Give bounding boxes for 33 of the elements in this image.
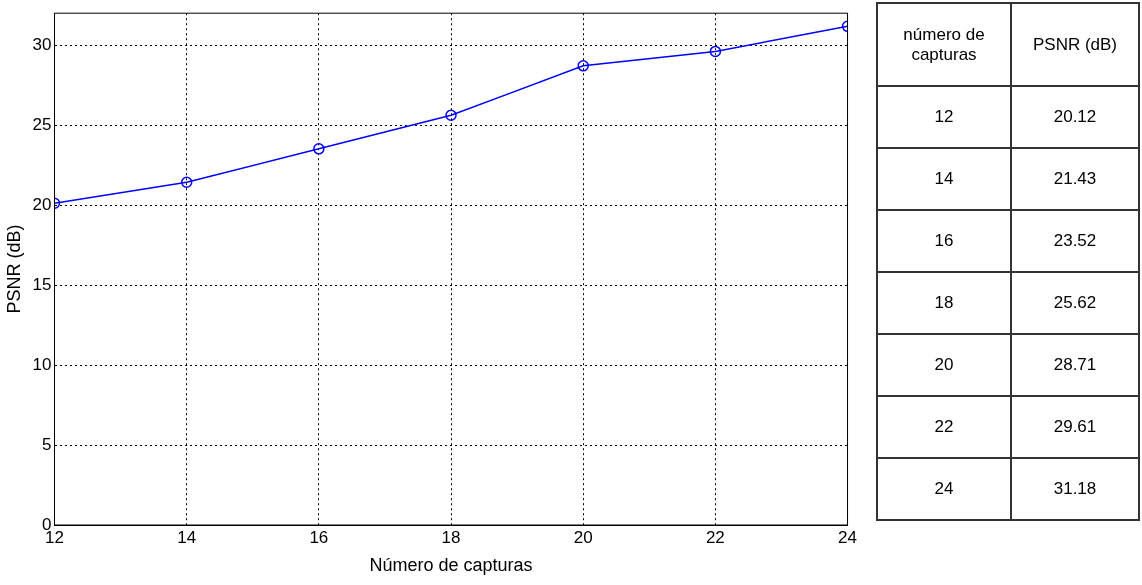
y-tick-label: 12 <box>877 86 1011 148</box>
y-tick-label: 15 <box>32 274 52 294</box>
x-tick-label: 14 <box>177 527 197 547</box>
data-label: 28.71 <box>1011 334 1139 396</box>
data-label: 23.52 <box>1011 210 1139 272</box>
y-tick-label: 18 <box>877 272 1011 334</box>
y-tick-label: 16 <box>877 210 1011 272</box>
y-axis-title: PSNR (dB) <box>3 224 24 314</box>
x-tick-label: 20 <box>573 527 593 547</box>
x-tick-label: 16 <box>309 527 329 547</box>
data-label: 31.18 <box>1011 458 1139 520</box>
y-tick-label: 25 <box>32 114 52 134</box>
y-tick-label: 5 <box>42 434 52 454</box>
y-tick-label: 22 <box>877 396 1011 458</box>
y-tick-label: 10 <box>32 354 52 374</box>
x-tick-label: 18 <box>441 527 461 547</box>
point <box>180 176 193 188</box>
x-tick-label: 22 <box>705 527 725 547</box>
point <box>709 45 722 58</box>
point <box>577 60 589 72</box>
y-axis-title: número de capturas <box>877 3 1011 86</box>
y-tick-label: 20 <box>32 194 52 214</box>
data-label: 29.61 <box>1011 396 1139 458</box>
x-axis-title: Número de capturas <box>369 555 533 576</box>
y-tick-label: 30 <box>32 34 52 54</box>
point <box>445 109 457 121</box>
data-label: 21.43 <box>1011 148 1139 210</box>
y-tick-label: 14 <box>877 148 1011 210</box>
data-label: 20.12 <box>1011 86 1139 148</box>
y-tick-label: 20 <box>877 334 1011 396</box>
point <box>313 143 325 155</box>
data-label: 25.62 <box>1011 272 1139 334</box>
x-tick-label: 24 <box>838 527 858 547</box>
